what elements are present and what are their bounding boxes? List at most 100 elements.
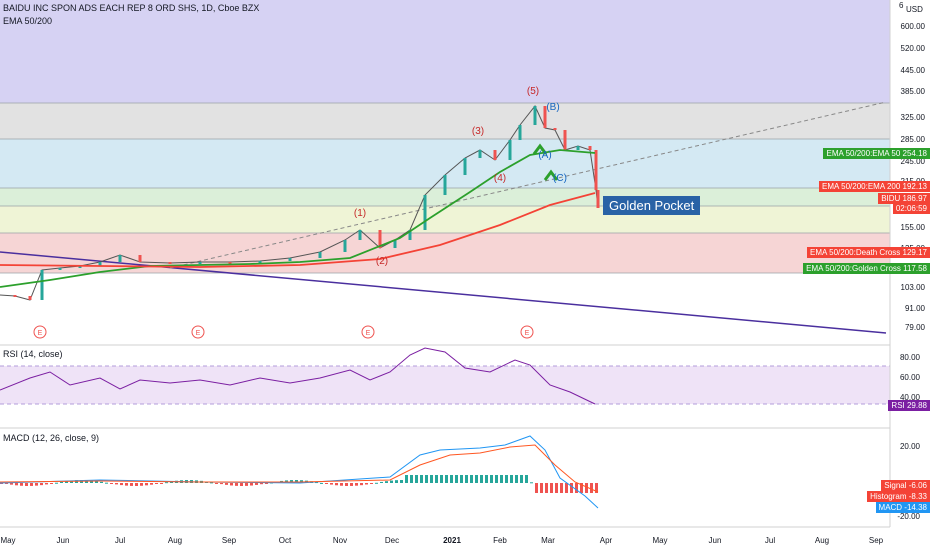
macd-histogram-bar (365, 483, 368, 485)
macd-histogram-bar (465, 475, 468, 483)
macd-histogram-bar (125, 483, 128, 486)
macd-line (0, 435, 599, 509)
candle (28, 296, 32, 300)
ema-legend: EMA 50/200 (3, 16, 53, 26)
earnings-marker (520, 325, 534, 339)
macd-histogram-bar (575, 483, 578, 493)
macd-histogram-bar (525, 475, 528, 483)
macd-histogram-bar (40, 483, 43, 486)
macd-histogram-bar (425, 475, 428, 483)
time-tick: Sep (222, 536, 237, 545)
macd-histogram-bar (230, 483, 233, 486)
macd-histogram-bar (545, 483, 548, 493)
macd-histogram-bar (60, 481, 63, 483)
macd-histogram-bar (105, 482, 108, 484)
macd-histogram-bar (335, 483, 338, 486)
candle (198, 262, 202, 264)
macd-histogram-bar (445, 475, 448, 483)
candle (588, 146, 592, 150)
candle (258, 261, 262, 263)
time-tick: Jul (115, 536, 125, 545)
macd-histogram-bar (20, 483, 23, 486)
time-tick: Oct (279, 536, 292, 545)
price-tag: EMA 50/200:EMA 200 192.13 (819, 181, 930, 192)
candle (343, 240, 347, 252)
macd-histogram-bar (595, 483, 598, 493)
macd-histogram-bar (345, 483, 348, 486)
wave-label: (5) (527, 86, 539, 97)
macd-histogram-bar (140, 483, 143, 486)
golden-pocket-label: Golden Pocket (603, 196, 701, 215)
rsi-tick: 80.00 (900, 353, 921, 362)
macd-histogram-bar (35, 483, 38, 486)
macd-histogram-bar (505, 475, 508, 483)
candle (58, 268, 62, 270)
macd-histogram-bar (135, 483, 138, 486)
candle (393, 240, 397, 248)
macd-histogram-bar (590, 483, 593, 493)
macd-legend: MACD (12, 26, close, 9) (3, 433, 100, 443)
candle (423, 195, 427, 230)
macd-histogram-bar (370, 483, 373, 484)
candle (553, 128, 557, 130)
macd-histogram-bar (560, 483, 563, 493)
macd-histogram-bar (415, 475, 418, 483)
candle (463, 158, 467, 175)
fib-zone-4 (0, 206, 890, 233)
time-tick: May (652, 536, 667, 545)
macd-tick: -20.00 (897, 512, 920, 521)
candle (13, 295, 17, 297)
macd-histogram-bar (10, 483, 13, 485)
price-tick: 600.00 (901, 22, 926, 31)
candle (378, 230, 382, 248)
macd-histogram-bar (260, 483, 263, 485)
macd-histogram-bar (410, 475, 413, 483)
wave-label: (4) (494, 173, 506, 184)
candle (78, 266, 82, 268)
time-tick: Nov (333, 536, 347, 545)
earnings-marker (361, 325, 375, 339)
candle (543, 106, 547, 128)
macd-histogram-bar (225, 483, 228, 485)
macd-histogram-bar (580, 483, 583, 493)
macd-histogram-bar (520, 475, 523, 483)
candle (98, 262, 102, 266)
macd-histogram-bar (515, 475, 518, 483)
price-tick: 520.00 (901, 44, 926, 53)
candle (168, 262, 172, 264)
trend-dashed (169, 101, 887, 269)
candle (358, 230, 362, 240)
macd-tag: Histogram -8.33 (867, 491, 930, 502)
time-tick: Feb (493, 536, 507, 545)
price-tick-top: 6 (899, 1, 904, 10)
price-series: (1) (2) (3) (4) (5) (B) (A) (C) E E E E (0, 86, 887, 339)
macd-histogram-bar (245, 483, 248, 486)
price-tag: EMA 50/200:Golden Cross 117.58 (803, 263, 930, 274)
price-tick: 103.00 (901, 283, 926, 292)
time-tick: Sep (869, 536, 884, 545)
price-tag: 02:06:59 (892, 203, 930, 214)
time-tick: Apr (600, 536, 613, 545)
macd-histogram-bar (330, 483, 333, 485)
macd-histogram-bar (0, 483, 3, 484)
candle (563, 130, 567, 150)
arrow-1 (543, 169, 559, 181)
time-tick: Jun (57, 536, 70, 545)
candle (138, 255, 142, 262)
currency-label: USD (906, 5, 923, 14)
macd-histogram-bar (475, 475, 478, 483)
macd-histogram-bar (215, 483, 218, 484)
earnings-label: E (525, 330, 530, 337)
ema200-line (0, 192, 596, 268)
time-tick: 2021 (443, 536, 461, 545)
macd-histogram-bar (15, 483, 18, 486)
rsi-line (0, 347, 596, 405)
macd-histogram-bar (265, 483, 268, 484)
candle (478, 150, 482, 158)
candle (518, 125, 522, 140)
macd-histogram-bar (570, 483, 573, 493)
macd-histogram-bar (250, 483, 253, 486)
macd-histogram-bar (450, 475, 453, 483)
macd-histogram-bar (455, 475, 458, 483)
